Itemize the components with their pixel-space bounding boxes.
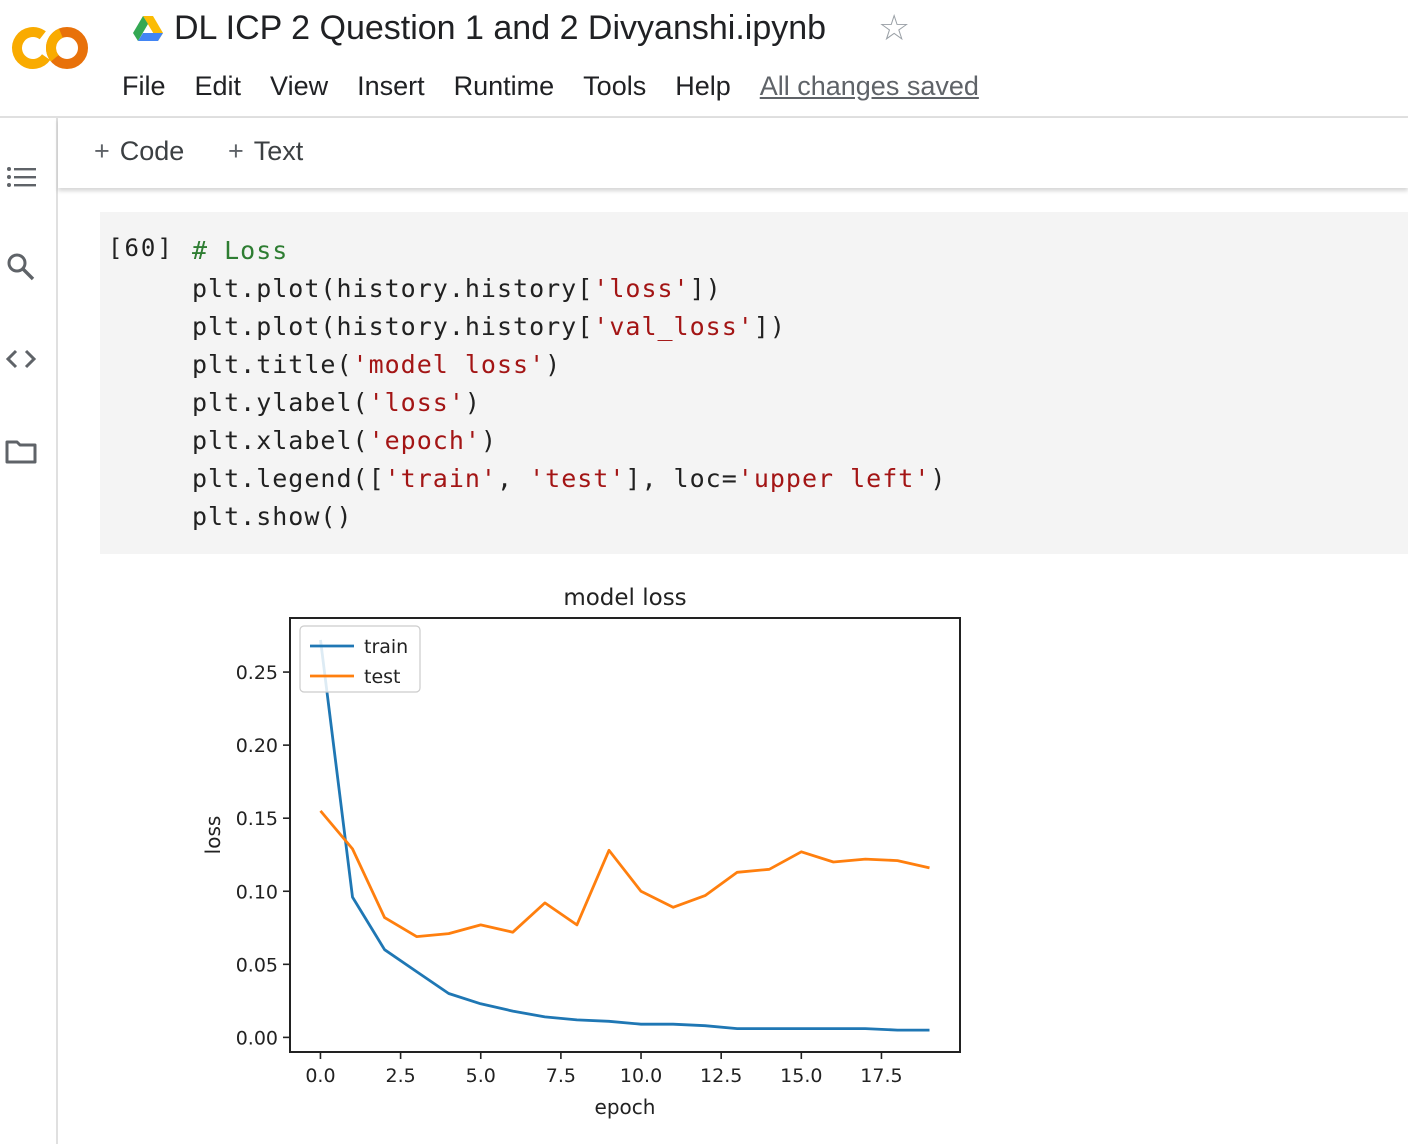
- code-editor[interactable]: # Loss plt.plot(history.history['loss']) p…: [192, 232, 946, 536]
- code-token: plt.legend([: [192, 464, 385, 493]
- x-tick-label: 10.0: [620, 1065, 662, 1087]
- code-line: plt.plot(history.history['loss']): [192, 270, 946, 308]
- x-tick-label: 12.5: [700, 1065, 742, 1087]
- x-tick-label: 2.5: [385, 1065, 415, 1087]
- left-sidebar: [0, 118, 58, 1144]
- add-text-label: Text: [253, 136, 304, 166]
- code-string: 'epoch': [368, 426, 481, 455]
- google-drive-icon[interactable]: [132, 14, 164, 42]
- code-token: plt.show(): [192, 502, 353, 531]
- x-tick-label: 17.5: [860, 1065, 902, 1087]
- legend-label: test: [364, 666, 401, 688]
- x-tick-label: 0.0: [305, 1065, 335, 1087]
- code-line: plt.legend(['train', 'test'], loc='upper…: [192, 460, 946, 498]
- code-line: plt.plot(history.history['val_loss']): [192, 308, 946, 346]
- menu-help[interactable]: Help: [675, 70, 731, 101]
- legend-label: train: [364, 636, 408, 658]
- code-token: plt.title(: [192, 350, 353, 379]
- code-snippets-icon[interactable]: [4, 342, 38, 376]
- menu-file[interactable]: File: [122, 70, 166, 101]
- x-tick-label: 7.5: [546, 1065, 576, 1087]
- code-token: ): [545, 350, 562, 379]
- menu-runtime[interactable]: Runtime: [453, 70, 555, 101]
- star-icon[interactable]: ☆: [878, 7, 911, 48]
- code-line: plt.show(): [192, 498, 946, 536]
- x-tick-label: 15.0: [780, 1065, 822, 1087]
- plus-icon: +: [228, 136, 244, 166]
- code-token: ]): [689, 274, 722, 303]
- y-tick-label: 0.15: [236, 808, 278, 830]
- notebook-title[interactable]: DL ICP 2 Question 1 and 2 Divyanshi.ipyn…: [174, 9, 827, 47]
- files-folder-icon[interactable]: [4, 434, 38, 468]
- notebook-toolbar: + Code + Text: [58, 118, 1408, 188]
- code-token: ): [930, 464, 947, 493]
- code-line: plt.xlabel('epoch'): [192, 422, 946, 460]
- code-token: ]): [753, 312, 786, 341]
- code-token: plt.ylabel(: [192, 388, 369, 417]
- menu-tools[interactable]: Tools: [583, 70, 647, 101]
- menu-view[interactable]: View: [270, 70, 329, 101]
- execution-count: [60]: [108, 234, 174, 262]
- series-line-train: [319, 639, 930, 1032]
- chart-title: model loss: [563, 585, 686, 611]
- y-tick-label: 0.10: [236, 881, 278, 903]
- y-tick-label: 0.25: [236, 662, 278, 684]
- code-token: ): [464, 388, 481, 417]
- y-axis-label: loss: [201, 816, 225, 855]
- code-line: plt.title('model loss'): [192, 346, 946, 384]
- plot-frame: [289, 617, 961, 1053]
- code-string: 'loss': [593, 274, 690, 303]
- loss-chart: model loss 0.0 2.5 5.0 7.5 10.0 12.5 15.0 17.5 0.…: [201, 585, 961, 1119]
- menu-edit[interactable]: Edit: [194, 70, 242, 101]
- code-token: plt.plot(history.history[: [192, 312, 594, 341]
- menu-bar: File Edit View Insert Runtime Tools Help…: [122, 66, 979, 106]
- code-token: ], loc=: [625, 464, 738, 493]
- app-header: DL ICP 2 Question 1 and 2 Divyanshi.ipyn…: [0, 0, 1408, 118]
- series-line-test: [319, 809, 930, 939]
- y-tick-label: 0.20: [236, 735, 278, 757]
- code-token: plt.xlabel(: [192, 426, 369, 455]
- code-token: plt.plot(history.history[: [192, 274, 594, 303]
- menu-insert[interactable]: Insert: [357, 70, 425, 101]
- x-axis-label: epoch: [595, 1095, 656, 1119]
- code-line: # Loss: [192, 232, 946, 270]
- search-icon[interactable]: [4, 250, 38, 284]
- code-string: 'model loss': [352, 350, 546, 379]
- code-line: plt.ylabel('loss'): [192, 384, 946, 422]
- code-string: 'loss': [368, 388, 465, 417]
- add-text-cell-button[interactable]: + Text: [228, 136, 303, 167]
- colab-logo[interactable]: [8, 20, 92, 76]
- y-tick-label: 0.00: [236, 1027, 278, 1049]
- x-tick-label: 5.0: [466, 1065, 496, 1087]
- add-code-cell-button[interactable]: + Code: [94, 136, 184, 167]
- add-code-label: Code: [119, 136, 185, 166]
- code-string: 'val_loss': [593, 312, 754, 341]
- code-cell[interactable]: [60] # Loss plt.plot(history.history['los…: [100, 212, 1408, 554]
- table-of-contents-icon[interactable]: [4, 160, 38, 194]
- plus-icon: +: [94, 136, 110, 166]
- code-token: ,: [496, 464, 530, 493]
- code-string: 'train': [384, 464, 497, 493]
- code-string: 'test': [529, 464, 626, 493]
- save-status-link[interactable]: All changes saved: [759, 70, 979, 101]
- code-token: ): [480, 426, 497, 455]
- code-string: 'upper left': [737, 464, 931, 493]
- code-comment: # Loss: [192, 236, 289, 265]
- y-tick-label: 0.05: [236, 954, 278, 976]
